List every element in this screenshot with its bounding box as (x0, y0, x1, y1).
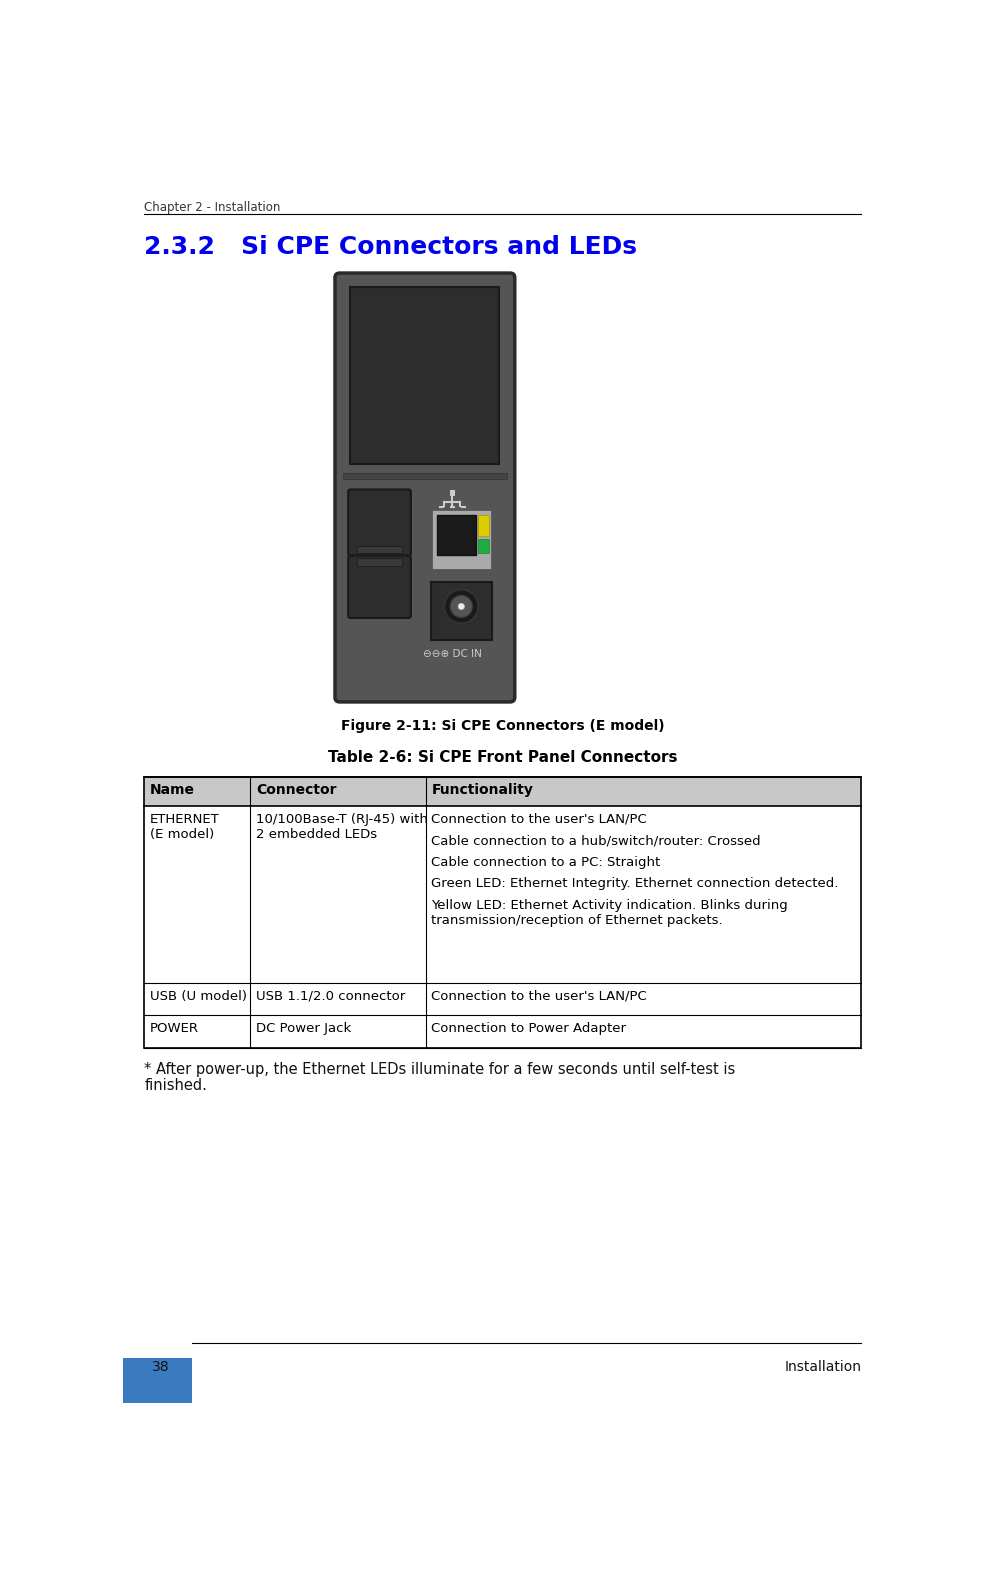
Text: Connector: Connector (256, 783, 336, 797)
Bar (144, 1015, 861, 1048)
Text: Functionality: Functionality (432, 783, 534, 797)
Text: Installation: Installation (784, 1360, 861, 1374)
Bar (144, 777, 861, 805)
Text: finished.: finished. (144, 1078, 207, 1094)
Text: POWER: POWER (150, 1023, 199, 1035)
Text: 2.3.2   Si CPE Connectors and LEDs: 2.3.2 Si CPE Connectors and LEDs (144, 235, 638, 260)
Text: Yellow LED: Ethernet Activity indication. Blinks during
transmission/reception o: Yellow LED: Ethernet Activity indication… (432, 898, 788, 927)
Text: DC Power Jack: DC Power Jack (256, 1023, 351, 1035)
Text: * After power-up, the Ethernet LEDs illuminate for a few seconds until self-test: * After power-up, the Ethernet LEDs illu… (144, 1062, 736, 1076)
Text: Cable connection to a hub/switch/router: Crossed: Cable connection to a hub/switch/router:… (432, 834, 761, 848)
Bar (144, 777, 861, 1048)
Text: Chapter 2 - Installation: Chapter 2 - Installation (144, 202, 281, 214)
FancyBboxPatch shape (348, 490, 411, 556)
Circle shape (444, 589, 479, 624)
Text: Table 2-6: Si CPE Front Panel Connectors: Table 2-6: Si CPE Front Panel Connectors (328, 750, 677, 764)
Bar (479, 539, 490, 553)
Bar (357, 545, 402, 553)
Text: ETHERNET
(E model): ETHERNET (E model) (150, 813, 220, 842)
Bar (431, 509, 491, 571)
Bar (479, 515, 490, 536)
FancyBboxPatch shape (348, 556, 411, 618)
Text: Green LED: Ethernet Integrity. Ethernet connection detected.: Green LED: Ethernet Integrity. Ethernet … (432, 878, 839, 890)
Bar (342, 473, 507, 479)
Text: 10/100Base-T (RJ-45) with
2 embedded LEDs: 10/100Base-T (RJ-45) with 2 embedded LED… (256, 813, 428, 842)
Text: Connection to the user's LAN/PC: Connection to the user's LAN/PC (432, 813, 647, 826)
Bar (439, 506, 444, 512)
Bar (123, 1359, 192, 1403)
Bar (449, 490, 455, 495)
Bar (350, 287, 499, 463)
Bar (438, 515, 476, 555)
Circle shape (458, 604, 464, 610)
FancyBboxPatch shape (335, 273, 515, 701)
Text: USB 1.1/2.0 connector: USB 1.1/2.0 connector (256, 990, 405, 1002)
Text: 38: 38 (152, 1360, 170, 1374)
Text: USB (U model): USB (U model) (150, 990, 247, 1002)
Text: Figure 2-11: Si CPE Connectors (E model): Figure 2-11: Si CPE Connectors (E model) (340, 719, 664, 733)
Bar (460, 506, 466, 512)
Text: Connection to Power Adapter: Connection to Power Adapter (432, 1023, 627, 1035)
Circle shape (450, 596, 472, 618)
Bar (431, 582, 491, 640)
Bar (144, 983, 861, 1015)
Text: Cable connection to a PC: Straight: Cable connection to a PC: Straight (432, 856, 661, 868)
Bar (357, 558, 402, 566)
Text: ⊖⊖⊕ DC IN: ⊖⊖⊕ DC IN (424, 649, 483, 659)
Text: Connection to the user's LAN/PC: Connection to the user's LAN/PC (432, 990, 647, 1002)
Bar (144, 805, 861, 983)
Text: Name: Name (150, 783, 195, 797)
Bar (449, 506, 455, 512)
